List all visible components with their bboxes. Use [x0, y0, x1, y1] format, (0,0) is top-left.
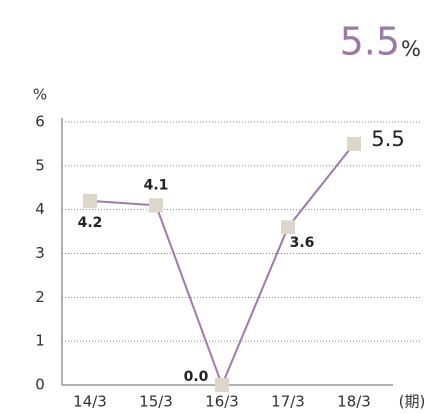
y-tick-label: 2 — [35, 288, 45, 306]
y-tick-label: 1 — [35, 332, 45, 350]
x-tick-label: 18/3 — [337, 393, 371, 411]
data-label: 3.6 — [290, 235, 315, 251]
marker — [149, 198, 163, 213]
x-tick-label: 17/3 — [271, 393, 305, 411]
y-axis-label: % — [33, 86, 47, 104]
x-tick-label: 14/3 — [73, 393, 107, 411]
data-label: 4.1 — [144, 177, 169, 193]
data-label: 4.2 — [78, 215, 103, 231]
marker — [215, 378, 229, 392]
headline-unit: % — [401, 37, 421, 61]
y-tick-label: 0 — [35, 376, 45, 394]
marker — [281, 220, 295, 235]
data-label: 5.5 — [371, 127, 404, 151]
y-tick-label: 5 — [35, 156, 45, 174]
data-label: 0.0 — [184, 369, 209, 385]
x-tick-label: 15/3 — [139, 393, 173, 411]
y-tick-label: 4 — [35, 200, 45, 218]
y-tick-label: 3 — [35, 244, 45, 262]
headline-value: 5.5 — [340, 20, 400, 64]
marker — [347, 136, 361, 151]
x-tick-label: 16/3 — [205, 393, 239, 411]
series-line — [89, 143, 355, 388]
marker — [83, 193, 97, 208]
x-axis-label: (期) — [399, 393, 426, 411]
y-tick-label: 6 — [35, 113, 45, 131]
